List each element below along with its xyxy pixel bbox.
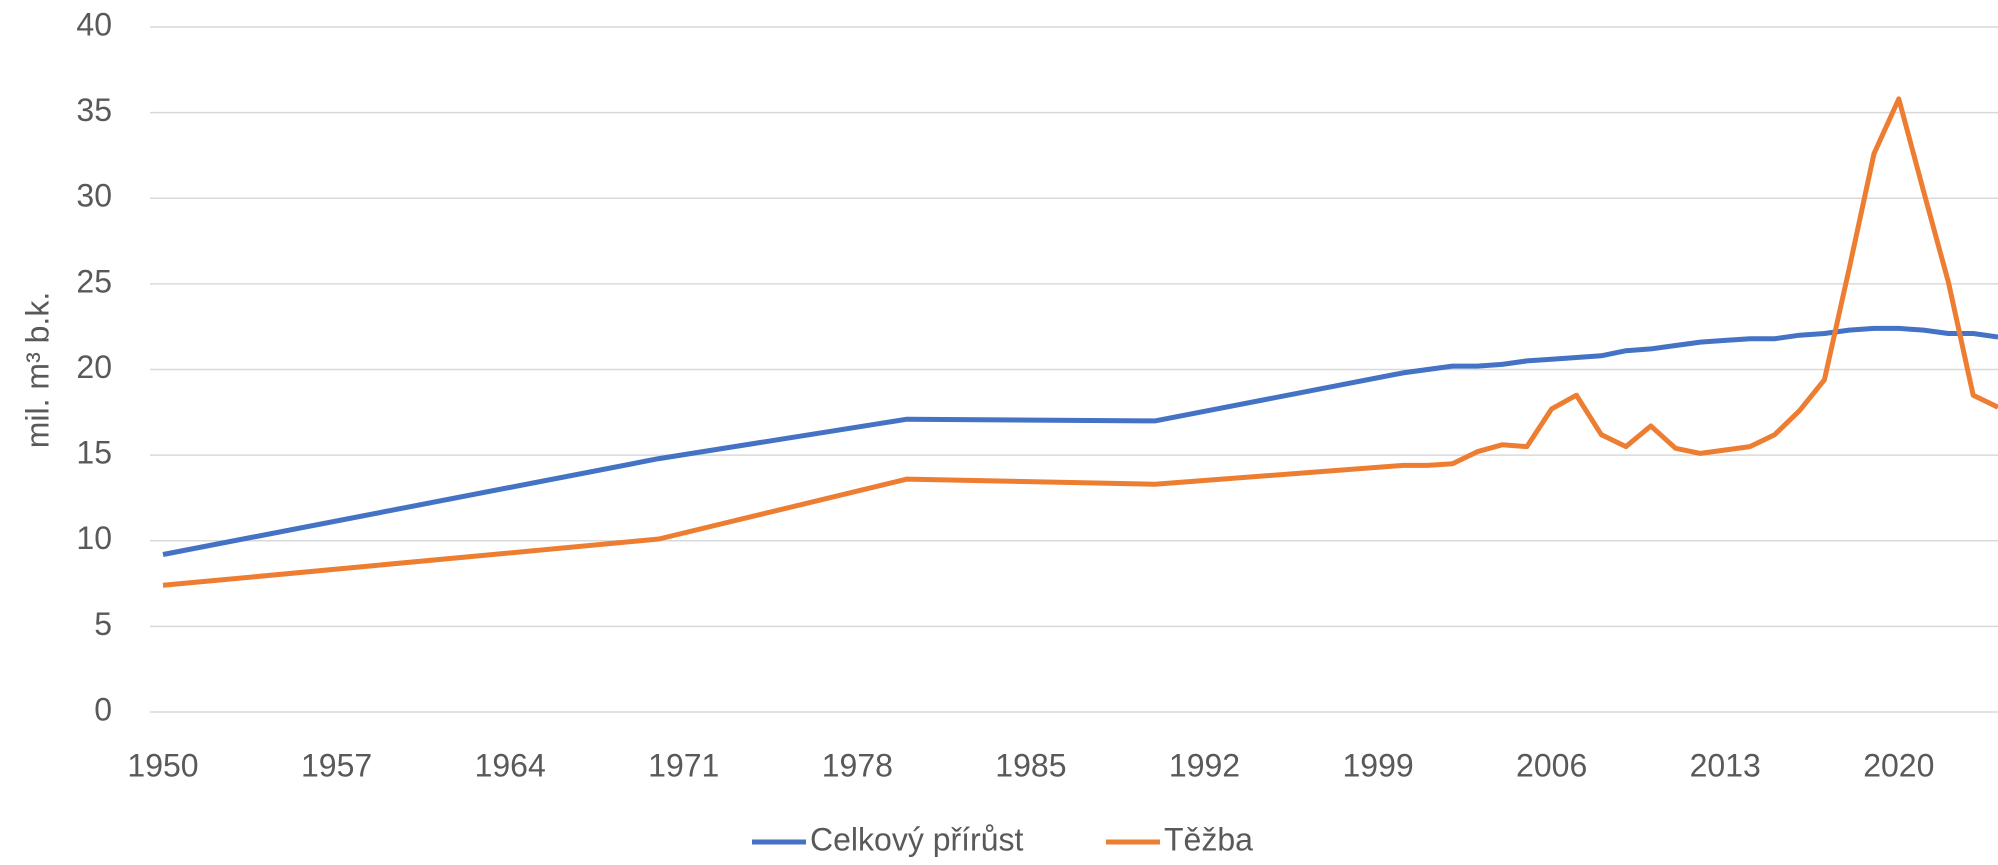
x-tick-label: 1978 xyxy=(822,747,893,783)
y-tick-label: 15 xyxy=(76,435,112,471)
x-tick-label: 1971 xyxy=(648,747,719,783)
series-line xyxy=(162,325,1998,557)
x-tick-label: 1957 xyxy=(301,747,372,783)
y-tick-label: 0 xyxy=(94,691,112,727)
y-tick-label: 25 xyxy=(76,263,112,299)
y-tick-label: 10 xyxy=(76,520,112,556)
x-tick-label: 2013 xyxy=(1690,747,1761,783)
y-tick-label: 40 xyxy=(76,6,112,42)
x-tick-label: 1985 xyxy=(995,747,1066,783)
x-tick-label: 2020 xyxy=(1863,747,1934,783)
series-line xyxy=(162,96,1998,588)
y-tick-label: 20 xyxy=(76,349,112,385)
x-tick-label: 1999 xyxy=(1342,747,1413,783)
y-tick-label: 5 xyxy=(94,606,112,642)
y-tick-label: 30 xyxy=(76,178,112,214)
legend-label: Těžba xyxy=(1164,821,1253,857)
x-tick-label: 2006 xyxy=(1516,747,1587,783)
x-tick-label: 1964 xyxy=(475,747,546,783)
legend-label: Celkový přírůst xyxy=(810,821,1024,857)
x-tick-label: 1950 xyxy=(127,747,198,783)
y-tick-label: 35 xyxy=(76,92,112,128)
y-axis-label: mil. m³ b.k. xyxy=(19,292,55,448)
x-tick-label: 1992 xyxy=(1169,747,1240,783)
